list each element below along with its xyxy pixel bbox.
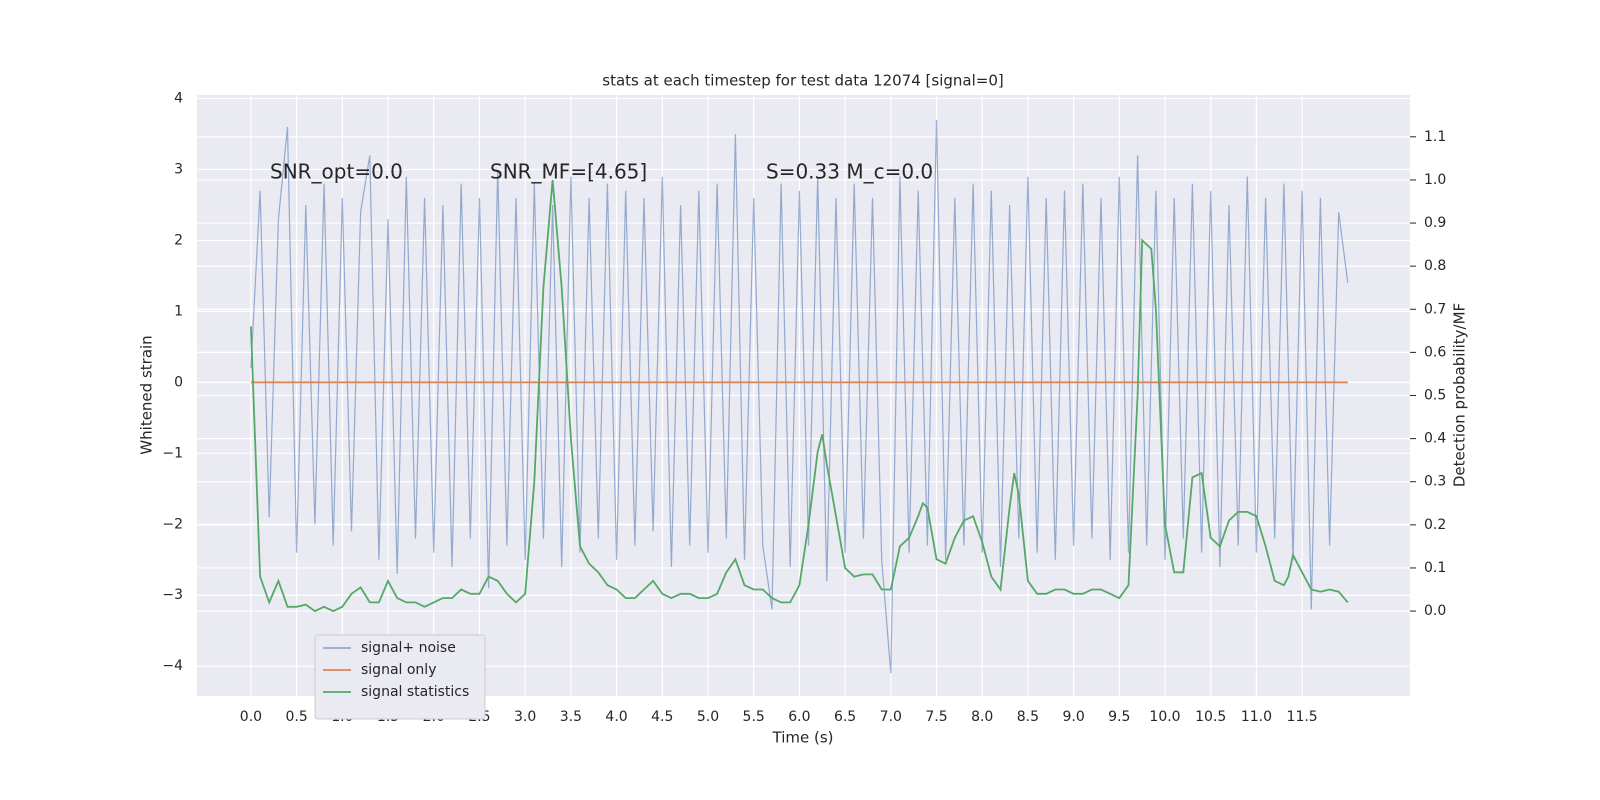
y-tick-label: 1: [174, 303, 183, 319]
y-axis-label: Whitened strain: [138, 335, 156, 454]
legend-label: signal statistics: [361, 684, 469, 700]
y-tick-label: −4: [162, 658, 183, 674]
legend-box: [314, 634, 486, 720]
series-line: [250, 179, 1349, 613]
y-tick-label: 0: [174, 374, 183, 390]
legend-label: signal only: [361, 662, 436, 678]
y2-tick-label: 0.1: [1424, 560, 1446, 576]
x-tick-label: 10.5: [1195, 709, 1226, 725]
legend-label: signal+ noise: [361, 640, 456, 656]
y-tick-label: −3: [162, 587, 183, 603]
x-tick-label: 0.5: [286, 709, 308, 725]
x-tick-label: 10.0: [1149, 709, 1180, 725]
x-tick-label: 11.5: [1287, 709, 1318, 725]
x-tick-label: 4.0: [605, 709, 627, 725]
annotation: SNR_MF=[4.65]: [490, 160, 647, 184]
y2-tick-label: 0.8: [1424, 258, 1446, 274]
x-tick-label: 9.5: [1108, 709, 1130, 725]
y2-tick-label: 0.2: [1424, 517, 1446, 533]
y2-tick-label: 0.4: [1424, 431, 1446, 447]
series-line: [250, 119, 1349, 674]
annotation: S=0.33 M_c=0.0: [766, 160, 933, 184]
y2-tick-label: 0.3: [1424, 474, 1446, 490]
y-tick-label: −1: [162, 445, 183, 461]
x-tick-label: 8.0: [971, 709, 993, 725]
x-tick-label: 4.5: [651, 709, 673, 725]
y-tick-label: 3: [174, 162, 183, 178]
annotation: SNR_opt=0.0: [270, 160, 403, 184]
x-tick-label: 7.0: [880, 709, 902, 725]
x-tick-label: 6.5: [834, 709, 856, 725]
y2-tick-label: 0.7: [1424, 301, 1446, 317]
y2-tick-label: 0.9: [1424, 215, 1446, 231]
x-tick-label: 9.0: [1062, 709, 1084, 725]
x-tick-label: 3.5: [560, 709, 582, 725]
y-tick-label: −2: [162, 516, 183, 532]
y2-tick-label: 0.0: [1424, 603, 1446, 619]
y2-tick-label: 1.0: [1424, 172, 1446, 188]
x-tick-label: 8.5: [1017, 709, 1039, 725]
y2-tick-label: 1.1: [1424, 129, 1446, 145]
x-tick-label: 3.0: [514, 709, 536, 725]
x-tick-label: 0.0: [240, 709, 262, 725]
x-axis-label: Time (s): [772, 729, 834, 747]
x-tick-label: 6.0: [788, 709, 810, 725]
chart-title: stats at each timestep for test data 120…: [602, 72, 1003, 90]
y2-tick-label: 0.6: [1424, 344, 1446, 360]
y2-axis-label: Detection probability/MF: [1451, 303, 1469, 487]
x-tick-label: 7.5: [925, 709, 947, 725]
y-tick-label: 4: [174, 91, 183, 107]
y-tick-label: 2: [174, 232, 183, 248]
x-tick-label: 11.0: [1241, 709, 1272, 725]
y2-tick-label: 0.5: [1424, 388, 1446, 404]
x-tick-label: 5.0: [697, 709, 719, 725]
x-tick-label: 5.5: [743, 709, 765, 725]
